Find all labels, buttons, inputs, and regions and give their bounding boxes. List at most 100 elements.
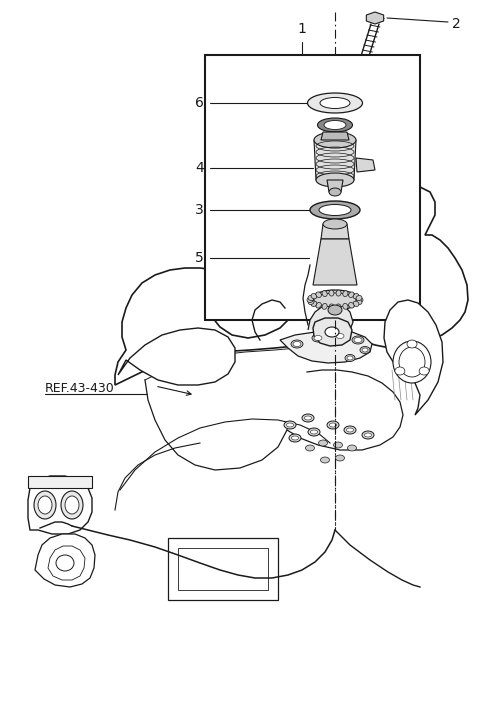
Ellipse shape [348, 303, 354, 308]
Ellipse shape [393, 341, 431, 383]
Ellipse shape [308, 428, 320, 436]
Polygon shape [115, 185, 468, 385]
Ellipse shape [345, 355, 355, 361]
Polygon shape [118, 328, 235, 385]
Ellipse shape [322, 291, 327, 296]
Polygon shape [280, 330, 372, 363]
Polygon shape [168, 538, 278, 600]
Polygon shape [321, 224, 349, 239]
Ellipse shape [311, 290, 359, 310]
Ellipse shape [287, 423, 293, 427]
Ellipse shape [307, 298, 313, 303]
Ellipse shape [325, 327, 339, 337]
Ellipse shape [320, 97, 350, 108]
Ellipse shape [329, 423, 336, 427]
Polygon shape [384, 300, 443, 415]
Ellipse shape [354, 337, 362, 342]
Ellipse shape [399, 347, 425, 377]
Polygon shape [356, 158, 375, 172]
Ellipse shape [291, 340, 303, 348]
Ellipse shape [314, 132, 356, 148]
Polygon shape [308, 303, 353, 330]
Ellipse shape [327, 421, 339, 429]
Ellipse shape [360, 347, 370, 353]
Polygon shape [35, 534, 95, 587]
Ellipse shape [407, 340, 417, 348]
Ellipse shape [324, 120, 346, 130]
Polygon shape [314, 140, 356, 180]
Ellipse shape [329, 290, 334, 296]
Ellipse shape [314, 293, 356, 307]
Polygon shape [28, 476, 92, 488]
Text: 1: 1 [298, 22, 306, 36]
Polygon shape [313, 318, 352, 346]
Ellipse shape [317, 118, 352, 132]
Ellipse shape [65, 496, 79, 514]
Text: 2: 2 [452, 17, 461, 31]
Ellipse shape [364, 433, 372, 437]
Ellipse shape [356, 299, 362, 304]
Ellipse shape [308, 299, 314, 304]
Ellipse shape [343, 291, 348, 296]
Ellipse shape [38, 496, 52, 514]
Ellipse shape [328, 305, 342, 315]
Ellipse shape [319, 440, 327, 446]
Ellipse shape [319, 205, 351, 216]
Ellipse shape [34, 491, 56, 519]
Ellipse shape [314, 335, 322, 340]
Ellipse shape [419, 367, 429, 375]
Ellipse shape [311, 301, 317, 306]
Ellipse shape [289, 434, 301, 442]
Ellipse shape [302, 414, 314, 422]
Text: REF.43-430: REF.43-430 [45, 381, 115, 394]
Polygon shape [28, 476, 92, 534]
Ellipse shape [336, 334, 344, 338]
Ellipse shape [56, 555, 74, 571]
Polygon shape [48, 546, 85, 580]
Ellipse shape [353, 293, 359, 299]
Ellipse shape [329, 304, 334, 310]
Ellipse shape [344, 426, 356, 434]
Polygon shape [178, 548, 268, 590]
Ellipse shape [308, 296, 314, 301]
Ellipse shape [321, 457, 329, 463]
Ellipse shape [356, 296, 362, 301]
Ellipse shape [322, 304, 327, 309]
Ellipse shape [305, 445, 314, 451]
Ellipse shape [348, 292, 354, 298]
Ellipse shape [308, 93, 362, 113]
Ellipse shape [310, 201, 360, 219]
Ellipse shape [347, 428, 353, 432]
Ellipse shape [291, 436, 299, 440]
Ellipse shape [357, 298, 363, 303]
Ellipse shape [316, 292, 321, 298]
Ellipse shape [336, 304, 341, 310]
Ellipse shape [316, 303, 321, 308]
Bar [205, 55, 420, 320]
Ellipse shape [293, 342, 301, 347]
Ellipse shape [348, 445, 357, 451]
Ellipse shape [395, 367, 405, 375]
Ellipse shape [334, 442, 343, 448]
Ellipse shape [284, 421, 296, 429]
Ellipse shape [343, 304, 348, 309]
Polygon shape [328, 305, 342, 310]
Polygon shape [321, 132, 349, 140]
Ellipse shape [323, 219, 347, 229]
Ellipse shape [312, 334, 324, 342]
Ellipse shape [61, 491, 83, 519]
Ellipse shape [311, 293, 317, 299]
Text: 3: 3 [195, 203, 204, 217]
Ellipse shape [362, 348, 368, 352]
Text: 5: 5 [195, 251, 204, 265]
Ellipse shape [347, 356, 353, 360]
Ellipse shape [353, 301, 359, 306]
Ellipse shape [334, 332, 346, 340]
Ellipse shape [352, 336, 364, 344]
Polygon shape [327, 180, 343, 192]
Ellipse shape [329, 188, 341, 196]
Text: 4: 4 [195, 161, 204, 175]
Ellipse shape [311, 430, 317, 434]
Polygon shape [366, 12, 384, 24]
Ellipse shape [336, 455, 345, 461]
